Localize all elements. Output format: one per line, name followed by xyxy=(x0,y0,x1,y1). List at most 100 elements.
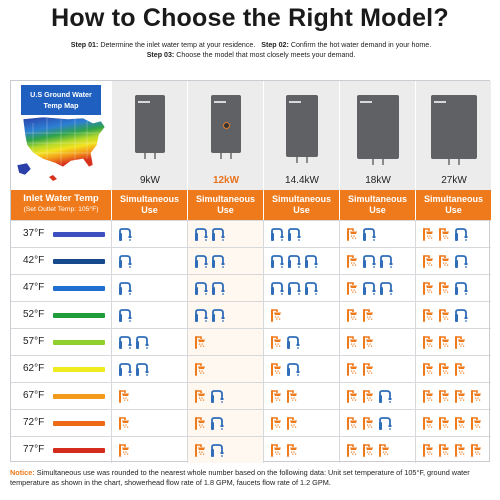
simultaneous-use-cell xyxy=(263,221,339,247)
shower-icon xyxy=(438,389,451,404)
model-kw-label: 18kW xyxy=(365,175,391,186)
shower-icon xyxy=(194,389,207,404)
shower-icon xyxy=(454,362,467,377)
temp-color-bar xyxy=(53,313,105,318)
simultaneous-use-cell xyxy=(415,383,491,409)
faucet-icon xyxy=(286,362,300,377)
step1-label: Step 01: xyxy=(70,41,99,49)
faucet-icon xyxy=(287,227,301,242)
notice-text: Notice: Simultaneous use was rounded to … xyxy=(10,468,492,488)
faucet-icon xyxy=(118,254,132,269)
inlet-temp-value: 62°F xyxy=(23,363,45,374)
shower-icon xyxy=(194,335,207,350)
shower-icon xyxy=(438,416,451,431)
shower-icon xyxy=(118,389,131,404)
step1-text: Determine the inlet water temp at your r… xyxy=(100,41,256,49)
simultaneous-use-cell xyxy=(187,248,263,274)
shower-icon xyxy=(470,443,483,458)
simultaneous-use-cell xyxy=(187,329,263,355)
shower-icon xyxy=(422,389,435,404)
simultaneous-use-header: Simultaneous Use xyxy=(415,190,491,220)
table-row: 67°F xyxy=(11,382,491,409)
faucet-icon xyxy=(379,254,393,269)
faucet-icon xyxy=(378,389,392,404)
inlet-temp-value: 67°F xyxy=(23,390,45,401)
temp-color-bar xyxy=(53,421,105,426)
temp-color-bar xyxy=(53,367,105,372)
simultaneous-use-cell xyxy=(415,410,491,436)
shower-icon xyxy=(194,416,207,431)
shower-icon xyxy=(470,389,483,404)
faucet-icon xyxy=(135,362,149,377)
simultaneous-use-cell xyxy=(111,248,187,274)
simultaneous-use-cell xyxy=(111,383,187,409)
simultaneous-use-cell xyxy=(339,248,415,274)
map-title: U.S Ground Water Temp Map xyxy=(21,85,101,115)
simultaneous-use-cell xyxy=(339,410,415,436)
model-kw-label: 27kW xyxy=(441,175,467,186)
shower-icon xyxy=(270,416,283,431)
shower-icon xyxy=(362,416,375,431)
simultaneous-use-cell xyxy=(187,302,263,328)
simultaneous-use-header: Simultaneous Use xyxy=(263,190,339,220)
step3-text: Choose the model that most closely meets… xyxy=(176,51,356,59)
simultaneous-use-cell xyxy=(187,383,263,409)
shower-icon xyxy=(438,254,451,269)
shower-icon xyxy=(422,416,435,431)
shower-icon xyxy=(422,254,435,269)
simultaneous-use-header: Simultaneous Use xyxy=(111,190,187,220)
shower-icon xyxy=(194,362,207,377)
shower-icon xyxy=(362,443,375,458)
faucet-icon xyxy=(118,362,132,377)
model-4: 27kW xyxy=(415,81,491,190)
simultaneous-use-cell xyxy=(339,302,415,328)
faucet-icon xyxy=(118,227,132,242)
step3-label: Step 03: xyxy=(146,51,175,59)
shower-icon xyxy=(270,443,283,458)
model-0: 9kW xyxy=(111,81,187,190)
shower-icon xyxy=(378,443,391,458)
model-3: 18kW xyxy=(339,81,415,190)
faucet-icon xyxy=(304,281,318,296)
simultaneous-use-cell xyxy=(415,329,491,355)
inlet-temp-value: 42°F xyxy=(23,255,45,266)
shower-icon xyxy=(286,416,299,431)
simultaneous-use-cell xyxy=(187,437,263,463)
water-heater-image xyxy=(211,95,241,159)
water-heater-image xyxy=(286,95,318,163)
faucet-icon xyxy=(211,254,225,269)
faucet-icon xyxy=(211,227,225,242)
simultaneous-use-cell xyxy=(187,410,263,436)
shower-icon xyxy=(118,443,131,458)
notice-label: Notice: xyxy=(10,468,35,477)
shower-icon xyxy=(286,443,299,458)
shower-icon xyxy=(346,335,359,350)
inlet-temp-header: Inlet Water Temp (Set Outlet Temp: 105°F… xyxy=(11,190,111,220)
page-title: How to Choose the Right Model? xyxy=(51,4,449,32)
simultaneous-use-cell xyxy=(187,221,263,247)
shower-icon xyxy=(438,281,451,296)
shower-icon xyxy=(286,389,299,404)
shower-icon xyxy=(270,335,283,350)
inlet-temp-value: 47°F xyxy=(23,282,45,293)
faucet-icon xyxy=(210,389,224,404)
shower-icon xyxy=(346,443,359,458)
temp-color-bar xyxy=(53,232,105,237)
shower-icon xyxy=(470,416,483,431)
shower-icon xyxy=(362,362,375,377)
shower-icon xyxy=(422,281,435,296)
table-row: 47°F xyxy=(11,274,491,301)
simultaneous-use-cell xyxy=(263,329,339,355)
table-row: 77°F xyxy=(11,436,491,463)
simultaneous-use-cell xyxy=(263,410,339,436)
temp-color-bar xyxy=(53,259,105,264)
shower-icon xyxy=(362,335,375,350)
shower-icon xyxy=(346,416,359,431)
faucet-icon xyxy=(194,227,208,242)
faucet-icon xyxy=(362,227,376,242)
simultaneous-use-cell xyxy=(339,437,415,463)
steps-instructions: Step 01: Determine the inlet water temp … xyxy=(10,40,492,60)
shower-icon xyxy=(422,335,435,350)
inlet-temp-title: Inlet Water Temp xyxy=(23,193,99,204)
shower-icon xyxy=(362,308,375,323)
